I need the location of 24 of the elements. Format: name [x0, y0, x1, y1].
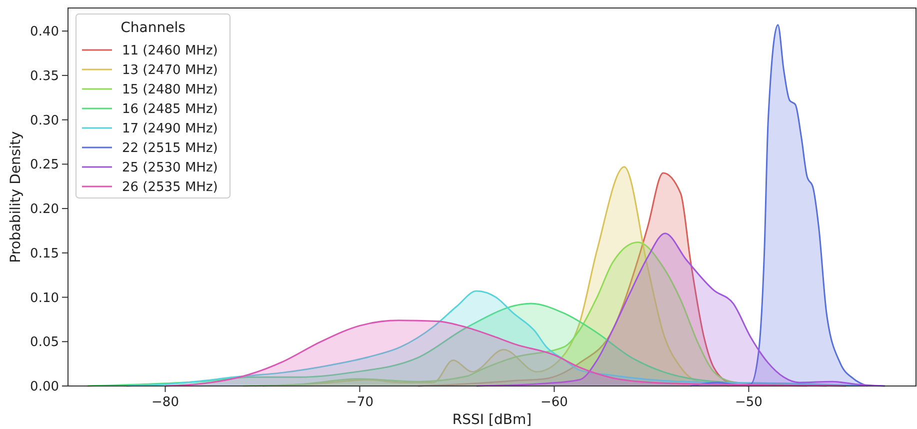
y-tick-label: 0.35: [30, 68, 59, 84]
x-tick-label: −80: [152, 395, 179, 410]
x-tick-label: −70: [346, 395, 374, 410]
y-tick-label: 0.10: [30, 290, 59, 306]
legend-label: 15 (2480 MHz): [122, 82, 218, 98]
y-tick-label: 0.25: [30, 158, 59, 173]
legend-label: 25 (2530 MHz): [122, 160, 218, 176]
legend-label: 26 (2535 MHz): [122, 180, 218, 196]
legend-label: 17 (2490 MHz): [122, 122, 218, 137]
y-tick-label: 0.40: [30, 24, 59, 40]
legend-label: 16 (2485 MHz): [122, 102, 218, 118]
legend-label: 11 (2460 MHz): [122, 44, 218, 59]
legend-title: Channels: [120, 20, 186, 36]
x-axis-title: RSSI [dBm]: [452, 412, 532, 428]
legend-label: 22 (2515 MHz): [122, 141, 218, 156]
x-tick-label: −50: [735, 395, 762, 410]
y-axis-title: Probability Density: [8, 131, 24, 263]
y-tick-label: 0.30: [30, 113, 59, 128]
y-tick-label: 0.00: [30, 380, 59, 395]
y-tick-label: 0.20: [30, 202, 59, 218]
y-tick-label: 0.05: [30, 335, 59, 350]
x-tick-label: −60: [540, 395, 568, 410]
y-tick-label: 0.15: [30, 246, 59, 262]
legend-label: 13 (2470 MHz): [122, 63, 218, 78]
